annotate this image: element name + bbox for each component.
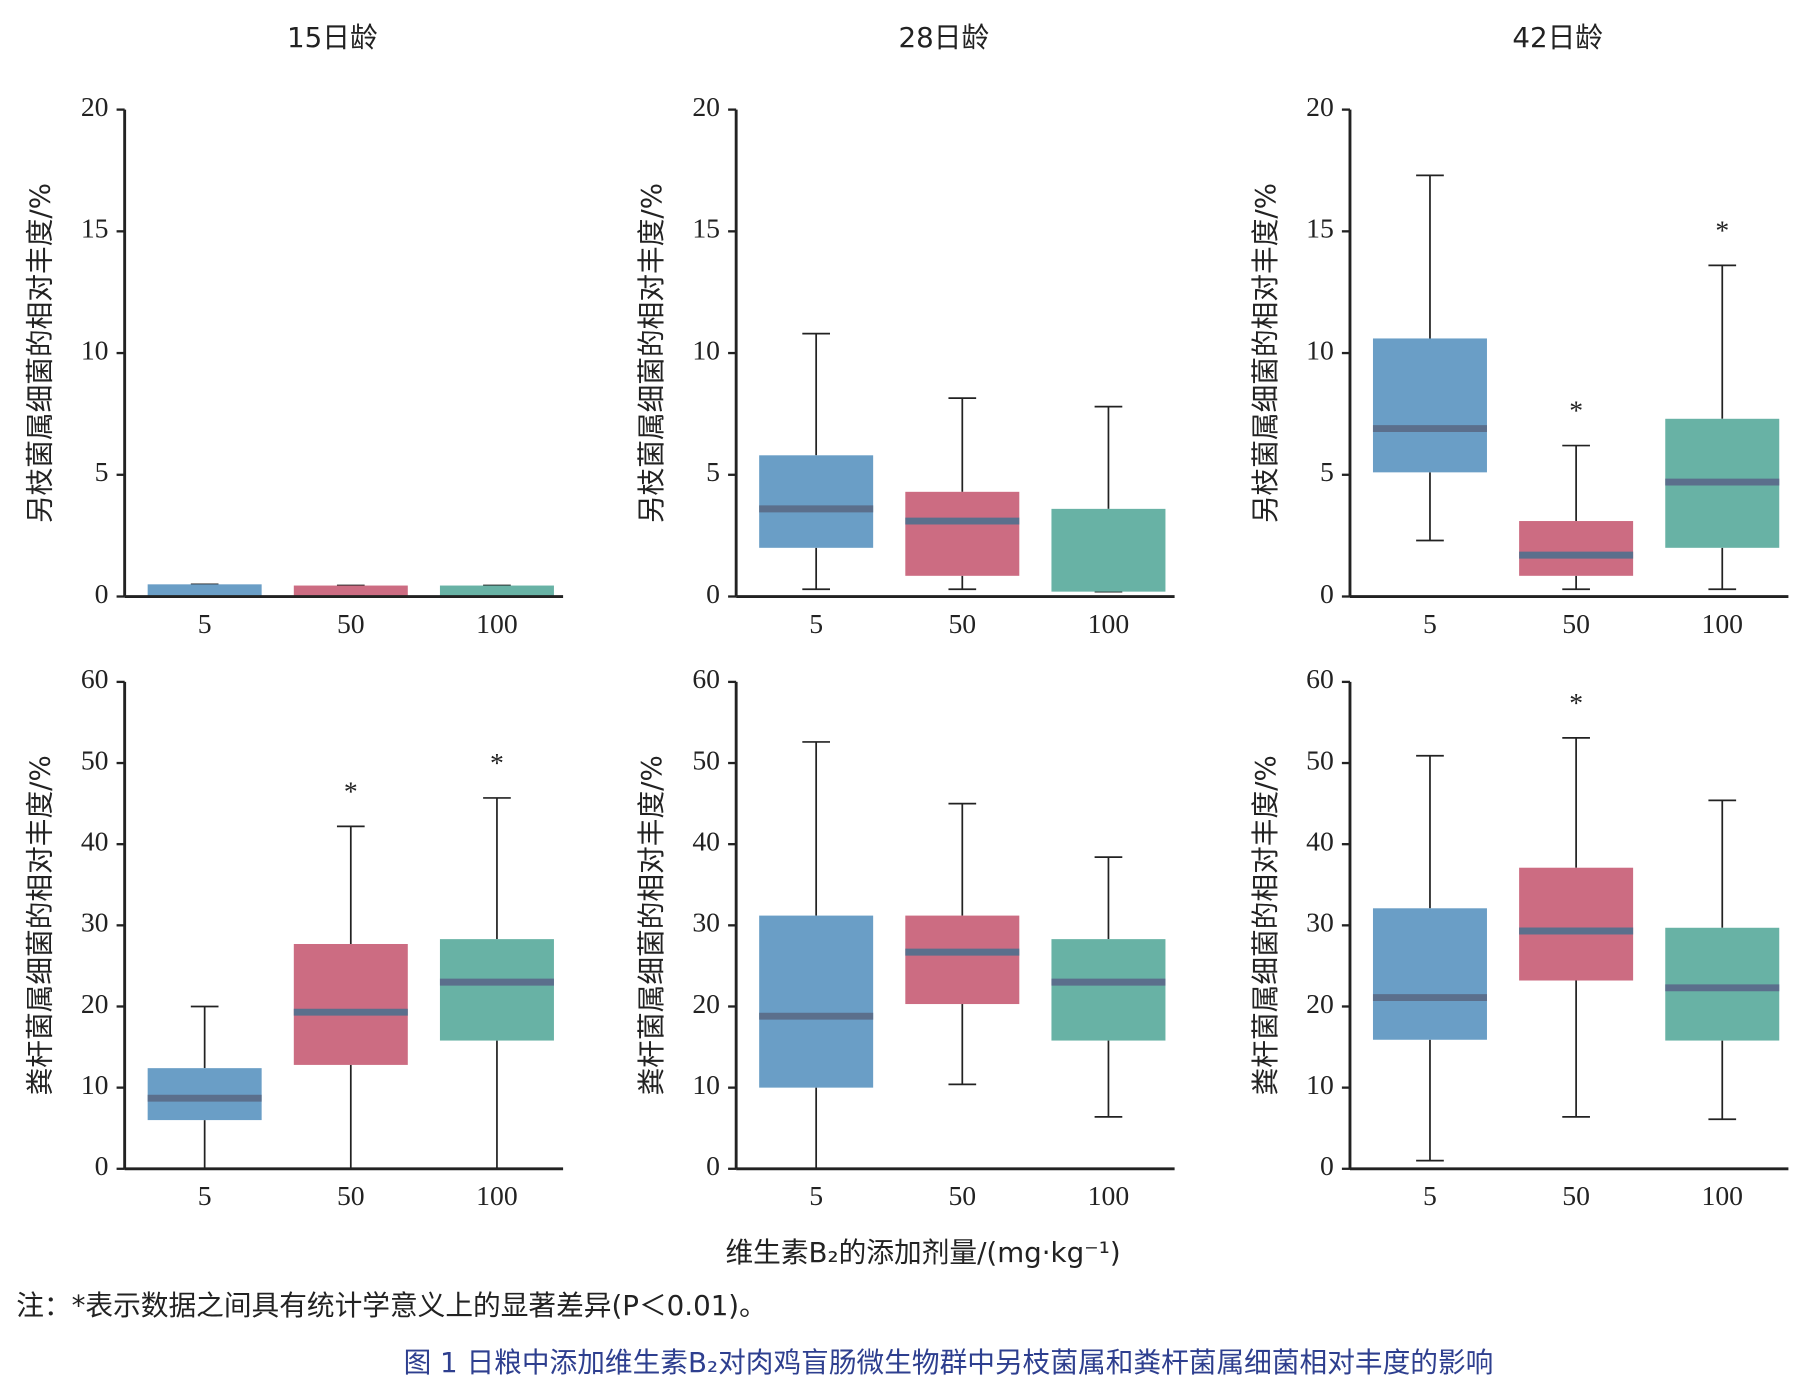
box	[1665, 927, 1780, 1041]
note: 注：*表示数据之间具有统计学意义上的显著差异(P＜0.01)。	[16, 1289, 767, 1322]
y-tick-label: 0	[706, 578, 720, 609]
x-tick-label: 100	[1088, 608, 1130, 639]
x-tick-label: 50	[1562, 1180, 1590, 1211]
y-tick-label: 30	[81, 907, 109, 938]
x-axis-label: 维生素B₂的添加剂量/(mg·kg⁻¹)	[725, 1236, 1120, 1269]
x-tick-label: 100	[476, 1180, 518, 1211]
y-tick-label: 10	[1306, 1069, 1334, 1100]
box	[147, 1068, 262, 1121]
y-axis-label: 另枝菌属细菌的相对丰度/%	[1249, 183, 1282, 523]
x-tick-label: 5	[198, 608, 212, 639]
y-axis-label: 粪杆菌属细菌的相对丰度/%	[635, 755, 668, 1095]
y-tick-label: 40	[81, 826, 109, 857]
x-tick-label: 100	[1701, 608, 1743, 639]
box	[147, 584, 262, 597]
y-tick-label: 50	[81, 744, 109, 775]
x-tick-label: 50	[337, 1180, 365, 1211]
x-tick-label: 5	[809, 1180, 823, 1211]
y-tick-label: 20	[81, 988, 109, 1019]
y-tick-label: 60	[1306, 663, 1334, 694]
x-tick-label: 100	[476, 608, 518, 639]
y-axis-label: 另枝菌属细菌的相对丰度/%	[24, 183, 57, 523]
y-tick-label: 15	[692, 213, 720, 244]
box	[759, 455, 874, 548]
y-tick-label: 10	[81, 334, 109, 365]
y-tick-label: 40	[1306, 826, 1334, 857]
box	[905, 915, 1020, 1005]
box	[905, 491, 1020, 576]
y-tick-label: 5	[706, 456, 720, 487]
y-axis-label: 另枝菌属细菌的相对丰度/%	[635, 183, 668, 523]
caption: 图 1 日粮中添加维生素B₂对肉鸡盲肠微生物群中另枝菌属和粪杆菌属细菌相对丰度的…	[404, 1346, 1494, 1379]
y-tick-label: 0	[706, 1150, 720, 1181]
y-tick-label: 0	[95, 1150, 109, 1181]
box	[759, 915, 874, 1088]
y-tick-label: 5	[95, 456, 109, 487]
chart-title: 28日龄	[899, 21, 990, 54]
box	[293, 943, 408, 1065]
y-tick-label: 10	[692, 1069, 720, 1100]
x-tick-label: 50	[948, 1180, 976, 1211]
y-tick-label: 30	[1306, 907, 1334, 938]
y-tick-label: 20	[692, 988, 720, 1019]
y-tick-label: 60	[692, 663, 720, 694]
box	[1372, 908, 1487, 1040]
y-tick-label: 60	[81, 663, 109, 694]
significance-mark: *	[490, 747, 504, 778]
y-axis-label: 粪杆菌属细菌的相对丰度/%	[24, 755, 57, 1095]
x-tick-label: 5	[198, 1180, 212, 1211]
x-tick-label: 50	[1562, 608, 1590, 639]
box	[1372, 338, 1487, 473]
y-tick-label: 30	[692, 907, 720, 938]
y-tick-label: 15	[1306, 213, 1334, 244]
y-tick-label: 20	[692, 91, 720, 122]
box	[1519, 521, 1634, 576]
box	[1051, 508, 1166, 592]
y-tick-label: 10	[1306, 334, 1334, 365]
significance-mark: *	[1569, 395, 1583, 426]
significance-mark: *	[1715, 214, 1729, 245]
x-tick-label: 50	[948, 608, 976, 639]
x-tick-label: 5	[1423, 608, 1437, 639]
significance-mark: *	[1569, 687, 1583, 718]
box	[293, 585, 408, 597]
box	[439, 585, 554, 597]
y-tick-label: 20	[1306, 91, 1334, 122]
y-tick-label: 0	[1320, 578, 1334, 609]
box	[1051, 939, 1166, 1041]
x-tick-label: 5	[809, 608, 823, 639]
x-tick-label: 100	[1701, 1180, 1743, 1211]
y-tick-label: 15	[81, 213, 109, 244]
x-tick-label: 5	[1423, 1180, 1437, 1211]
y-axis-label: 粪杆菌属细菌的相对丰度/%	[1249, 755, 1282, 1095]
y-tick-label: 5	[1320, 456, 1334, 487]
y-tick-label: 40	[692, 826, 720, 857]
y-tick-label: 20	[81, 91, 109, 122]
box	[1519, 867, 1634, 981]
x-tick-label: 50	[337, 608, 365, 639]
y-tick-label: 50	[1306, 744, 1334, 775]
box	[439, 939, 554, 1041]
y-tick-label: 10	[692, 334, 720, 365]
x-tick-label: 100	[1088, 1180, 1130, 1211]
y-tick-label: 50	[692, 744, 720, 775]
significance-mark: *	[344, 775, 358, 806]
y-tick-label: 20	[1306, 988, 1334, 1019]
chart-title: 15日龄	[287, 21, 378, 54]
y-tick-label: 10	[81, 1069, 109, 1100]
y-tick-label: 0	[95, 578, 109, 609]
chart-title: 42日龄	[1512, 21, 1603, 54]
y-tick-label: 0	[1320, 1150, 1334, 1181]
